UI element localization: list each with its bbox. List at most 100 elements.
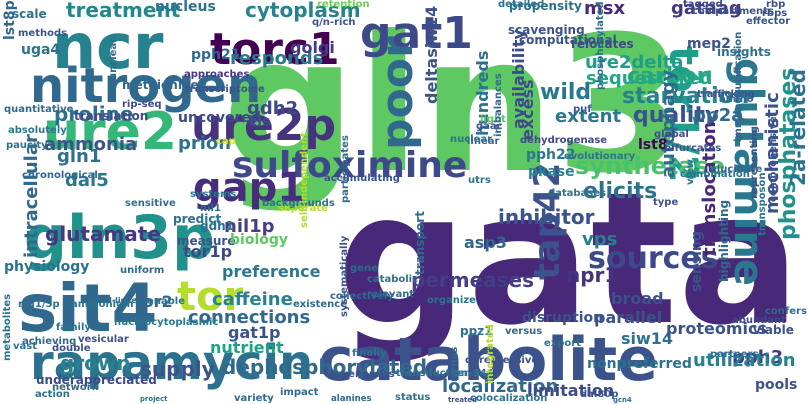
word-139: colocalization xyxy=(470,393,548,404)
word-51: gat1p xyxy=(228,323,281,342)
word-18: tor xyxy=(177,274,244,320)
word-138: impact xyxy=(280,387,319,398)
word-172: linear xyxy=(467,136,500,147)
word-140: alanines xyxy=(331,394,372,404)
word-170: light xyxy=(480,114,506,125)
word-171: gaac xyxy=(476,121,503,132)
word-14: sulfoximine xyxy=(232,145,468,186)
word-129: export xyxy=(544,338,581,349)
word-28: msx xyxy=(584,0,626,19)
word-53: dephosphorylated xyxy=(222,355,428,379)
word-188: bifurcates xyxy=(664,143,722,154)
word-130: nonpreferred xyxy=(587,356,692,372)
word-148: confers xyxy=(765,306,807,317)
word-1: gln3 xyxy=(222,0,686,215)
word-131: proteomics xyxy=(666,319,767,338)
word-29: gataag xyxy=(671,0,742,19)
word-21: treatment xyxy=(66,0,181,22)
word-10: gat1 xyxy=(360,8,473,59)
word-35: proline xyxy=(54,102,134,126)
word-76: preference xyxy=(222,262,321,281)
word-192: view xyxy=(685,159,696,185)
word-159: project xyxy=(140,395,168,404)
word-180: combination xyxy=(680,169,750,180)
word-120: chronological xyxy=(22,170,98,181)
word-191: utrs xyxy=(468,175,491,186)
word-103: rip-seq xyxy=(122,99,162,110)
word-152: mrnas xyxy=(449,346,460,382)
word-121: predict xyxy=(173,212,222,226)
word-113: metabolites xyxy=(2,293,13,361)
word-58: inhibitor xyxy=(498,205,595,229)
word-27: carbon xyxy=(627,64,713,89)
word-20: cytoplasm xyxy=(245,0,361,22)
word-67: utilization xyxy=(693,350,796,371)
word-112: rtg1/3p xyxy=(18,299,60,310)
word-47: caffeine xyxy=(212,289,293,310)
word-110: gdh1 xyxy=(200,219,235,233)
word-73: asp3 xyxy=(464,233,507,252)
word-64: pkase xyxy=(528,164,575,180)
word-114: underappreciated xyxy=(36,373,157,387)
word-60: autophagy xyxy=(658,69,679,178)
word-137: derepressive xyxy=(465,355,539,366)
word-167: backgrounds xyxy=(262,198,335,209)
word-3: ncr xyxy=(52,10,164,83)
word-189: unclear xyxy=(108,37,119,80)
word-2: catabolite xyxy=(318,325,658,395)
word-54: supply xyxy=(140,357,215,381)
word-22: sequestered xyxy=(586,68,713,89)
word-151: organize xyxy=(427,295,476,306)
word-122: separate xyxy=(278,203,328,214)
word-80: translation xyxy=(74,109,149,123)
word-84: lst8p xyxy=(2,0,18,40)
word-52: nutrient xyxy=(210,338,284,357)
word-118: sensitive xyxy=(125,198,176,209)
word-165: ammonium xyxy=(71,299,134,310)
word-9: torc1 xyxy=(210,24,340,75)
word-88: propensity xyxy=(509,0,582,13)
word-143: parallel xyxy=(594,308,663,327)
word-127: relevant xyxy=(367,289,415,300)
word-154: status xyxy=(395,392,431,403)
word-125: existence xyxy=(293,299,348,310)
word-56: synthetase xyxy=(575,152,726,180)
word-111: physiology xyxy=(4,259,90,275)
word-0: gata xyxy=(337,153,801,365)
word-101: rbps xyxy=(762,8,788,19)
word-193: nuclear xyxy=(450,134,493,145)
word-164: achieving xyxy=(22,336,77,347)
word-182: trafficking xyxy=(697,89,755,100)
word-5: ure2 xyxy=(43,102,178,162)
word-87: transcriptome xyxy=(185,84,265,95)
word-168: participates xyxy=(340,135,351,203)
word-142: transport xyxy=(413,211,427,275)
word-155: dal80p xyxy=(580,389,619,400)
word-169: accumulating xyxy=(324,173,400,184)
word-41: gln1 xyxy=(57,146,102,167)
word-187: global xyxy=(654,129,689,140)
word-174: dehydrogenase xyxy=(520,135,608,146)
word-97: q/n-rich xyxy=(312,17,356,28)
word-72: pph22 xyxy=(526,147,576,163)
word-195: integrated xyxy=(485,324,496,384)
word-45: tor1p xyxy=(183,242,233,261)
word-158: variety xyxy=(234,393,274,404)
word-160: network xyxy=(52,382,99,393)
word-141: ppz1 xyxy=(460,324,493,338)
word-69: limitation xyxy=(527,381,615,400)
word-109: nil1 xyxy=(200,203,221,214)
word-126: catabolic xyxy=(367,274,419,285)
word-176: puf xyxy=(573,104,592,115)
word-150: finally xyxy=(352,348,387,359)
word-55: grown xyxy=(60,351,131,375)
word-178: databases xyxy=(548,188,607,199)
word-123: uniform xyxy=(120,265,165,276)
word-173: imbalances xyxy=(493,73,504,137)
word-149: collectively xyxy=(330,291,394,302)
word-197: self-independent xyxy=(299,132,310,228)
word-196: versus xyxy=(505,326,543,337)
word-199: cap xyxy=(216,136,236,147)
word-85: methods xyxy=(18,28,68,39)
word-179: elucidate xyxy=(710,164,763,175)
